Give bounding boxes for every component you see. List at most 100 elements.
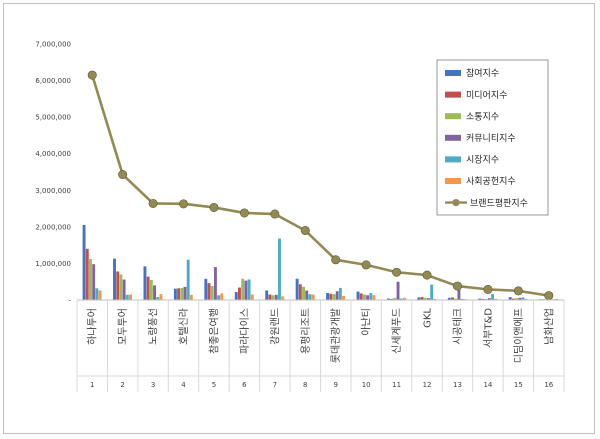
bar-3-12: [423, 297, 427, 300]
bar-5-6: [247, 279, 251, 300]
bar-1-5: [204, 278, 208, 300]
bar-1-9: [326, 293, 330, 300]
bar-6-7: [281, 296, 285, 300]
bar-4-7: [274, 294, 278, 300]
x-rank-label: 2: [120, 381, 124, 389]
bar-1-13: [447, 297, 451, 300]
bar-6-6: [250, 294, 254, 300]
bar-1-11: [386, 298, 390, 300]
bar-2-11: [390, 298, 394, 300]
bar-5-7: [278, 238, 281, 300]
x-category-label: 용평리조트: [300, 308, 312, 354]
y-tick-label: 6,000,000: [35, 77, 71, 85]
bar-2-14: [481, 298, 485, 300]
x-rank-label: 8: [303, 381, 307, 389]
bar-3-4: [180, 287, 184, 300]
x-rank-label: 11: [392, 381, 401, 389]
legend-label: 시장지수: [466, 155, 499, 166]
y-tick-label: 5,000,000: [35, 114, 71, 122]
x-category-label: 하나투어: [86, 308, 99, 345]
y-tick-label: 3,000,000: [35, 187, 71, 195]
bar-2-10: [359, 293, 363, 300]
bar-3-14: [484, 298, 488, 300]
x-rank-label: 1: [90, 381, 94, 389]
bar-2-9: [329, 293, 333, 300]
x-rank-label: 5: [212, 381, 216, 389]
bar-6-2: [129, 294, 132, 300]
bar-4-1: [92, 264, 96, 300]
bar-6-15: [524, 298, 528, 300]
line-point-9: [331, 255, 341, 265]
bar-3-6: [241, 278, 245, 300]
bar-2-2: [116, 271, 120, 300]
bar-3-2: [119, 274, 123, 300]
line-point-6: [239, 208, 249, 218]
legend-swatch: [445, 113, 461, 120]
y-tick-label: 1,000,000: [35, 260, 71, 268]
bar-1-1: [82, 225, 86, 300]
bar-1-10: [356, 291, 360, 300]
y-tick-label: 7,000,000: [35, 41, 71, 49]
bar-4-14: [487, 298, 491, 300]
x-rank-label: 14: [483, 381, 492, 389]
bar-3-7: [271, 295, 275, 300]
line-point-11: [392, 267, 402, 277]
bar-1-2: [113, 258, 116, 300]
bar-5-10: [369, 293, 373, 300]
x-category-label: 남화산업: [542, 308, 555, 345]
bar-4-10: [366, 295, 370, 300]
x-rank-label: 10: [362, 381, 371, 389]
x-category-label: 아난티: [361, 308, 373, 336]
bar-6-10: [372, 295, 376, 300]
bar-5-15: [521, 297, 525, 300]
bar-4-2: [122, 279, 126, 300]
bar-4-5: [213, 267, 217, 300]
bar-5-3: [156, 297, 160, 300]
line-point-1: [87, 70, 97, 80]
bar-4-4: [183, 286, 187, 300]
bar-2-1: [85, 248, 89, 300]
bar-5-13: [460, 298, 464, 300]
bar-6-9: [342, 295, 346, 300]
x-category-label: 시공테크: [452, 308, 464, 345]
y-tick-label: -: [68, 297, 71, 305]
legend-label: 사회공헌지수: [466, 176, 516, 187]
bar-4-3: [153, 285, 156, 300]
bar-3-1: [89, 259, 92, 300]
bar-2-6: [238, 287, 241, 300]
line-point-12: [422, 270, 432, 280]
bar-6-5: [220, 293, 224, 300]
legend-label: 브랜드평판지수: [470, 198, 528, 209]
bar-1-4: [173, 288, 177, 300]
line-point-4: [179, 199, 189, 209]
bar-3-3: [149, 279, 153, 300]
bar-6-14: [494, 298, 498, 300]
x-rank-label: 13: [453, 381, 462, 389]
line-point-14: [483, 284, 493, 294]
bar-2-4: [177, 288, 181, 300]
legend-label: 참여지수: [466, 67, 499, 79]
bar-4-13: [457, 285, 461, 300]
x-category-label: 강원랜드: [269, 308, 281, 345]
legend-swatch: [445, 134, 461, 141]
bar-6-12: [433, 298, 437, 300]
bar-1-15: [508, 297, 512, 300]
bar-1-14: [478, 298, 482, 300]
line-point-10: [361, 260, 371, 270]
bar-4-8: [305, 290, 309, 300]
x-category-label: 디딤이앤에프: [513, 308, 525, 363]
x-rank-label: 6: [242, 381, 247, 389]
line-point-16: [544, 291, 554, 301]
x-rank-label: 3: [151, 381, 155, 389]
bar-1-12: [417, 297, 421, 300]
legend-marker: [452, 199, 460, 207]
bar-1-8: [295, 278, 299, 300]
line-series-path: [90, 74, 549, 297]
bar-6-11: [402, 297, 406, 300]
bar-5-1: [95, 288, 99, 300]
bar-6-8: [311, 294, 315, 300]
y-tick-label: 2,000,000: [35, 223, 71, 231]
x-category-label: 노랑풍선: [148, 308, 160, 345]
bar-1-6: [234, 291, 238, 300]
bar-4-11: [396, 281, 400, 300]
